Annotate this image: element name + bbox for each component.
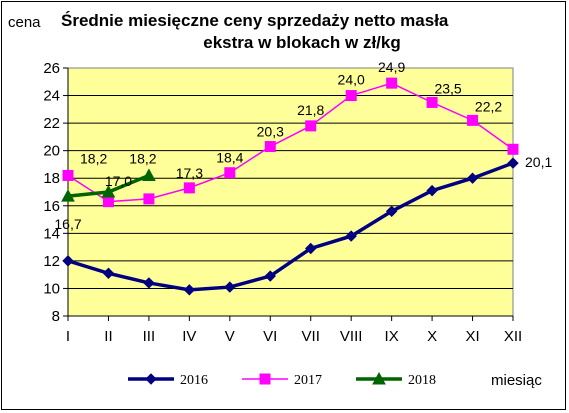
x-tick-label: VIII: [340, 328, 363, 345]
data-label: 18,2: [129, 150, 156, 166]
chart-title-line2: ekstra w blokach w zł/kg: [203, 33, 400, 52]
data-point: [426, 96, 438, 108]
data-point: [507, 157, 519, 169]
data-point: [62, 169, 74, 181]
data-point: [62, 255, 74, 267]
data-point: [345, 230, 357, 242]
plot-area: [67, 67, 514, 317]
legend-label-2017: 2017: [294, 373, 322, 388]
y-tick-label: 22: [43, 115, 60, 132]
data-point: [224, 167, 236, 179]
data-point: [102, 196, 114, 208]
x-tick-label: X: [427, 328, 437, 345]
x-tick-label: V: [225, 328, 235, 345]
data-point: [183, 182, 195, 194]
y-tick-label: 16: [43, 198, 60, 215]
data-point: [466, 172, 479, 184]
x-tick-label: I: [66, 328, 70, 345]
data-label: 20,1: [525, 154, 552, 170]
data-label: 20,3: [257, 124, 284, 140]
x-tick-label: XI: [465, 328, 479, 345]
series-line-2017: [67, 82, 514, 203]
data-label: 24,9: [378, 59, 405, 75]
x-tick-label: XII: [504, 328, 522, 345]
data-point: [145, 373, 157, 385]
data-label: 22,2: [475, 98, 502, 114]
data-point: [259, 373, 271, 385]
data-point: [467, 114, 479, 126]
y-axis-label: cena: [8, 14, 41, 31]
data-label: 17,3: [176, 165, 203, 181]
data-label: 18,2: [80, 150, 107, 166]
x-axis-label: miesiąc: [491, 372, 542, 389]
data-point: [224, 281, 236, 293]
chart-title-line1: Średnie miesięczne ceny sprzedaży netto …: [61, 11, 449, 30]
y-tick-label: 8: [52, 308, 60, 325]
data-point: [305, 242, 317, 255]
data-point: [386, 77, 398, 89]
y-tick-label: 14: [43, 225, 60, 242]
data-point: [264, 270, 276, 282]
y-tick-label: 20: [43, 143, 60, 160]
data-point: [101, 184, 116, 198]
data-label: 16,7: [54, 216, 81, 232]
x-tick-label: III: [143, 328, 156, 345]
x-tick-label: VII: [302, 328, 320, 345]
y-tick-label: 26: [43, 60, 60, 77]
x-tick-label: VI: [263, 328, 277, 345]
data-point: [426, 184, 438, 197]
data-label: 17,0: [105, 173, 132, 189]
data-point: [143, 193, 155, 205]
data-label: 18,4: [216, 150, 243, 166]
y-tick-label: 10: [43, 280, 60, 297]
y-tick-label: 18: [43, 170, 60, 187]
y-tick-label: 24: [43, 88, 60, 105]
data-point: [61, 189, 75, 202]
data-point: [345, 90, 357, 102]
data-point: [507, 143, 519, 155]
legend-label-2018: 2018: [408, 373, 436, 388]
data-label: 21,8: [297, 102, 324, 118]
data-label: 24,0: [338, 72, 365, 88]
data-labels: 20,1 18,2 17,3 18,4 20,3 21,8 24,0 24,9 23,5 22,2…: [54, 59, 552, 232]
data-point: [183, 284, 196, 296]
data-point: [264, 141, 276, 153]
data-point: [385, 205, 398, 217]
x-tick-label: IX: [385, 328, 399, 345]
y-tick-label: 12: [43, 253, 60, 270]
series-markers: [61, 77, 519, 296]
data-point: [372, 371, 386, 385]
legend: 2016 2017 2018: [128, 371, 436, 388]
data-point: [142, 168, 156, 181]
data-point: [143, 277, 155, 289]
legend-label-2016: 2016: [180, 373, 208, 388]
data-label: 23,5: [434, 80, 461, 96]
x-tick-label: II: [104, 328, 112, 345]
x-tick-label: IV: [182, 328, 196, 345]
data-point: [305, 120, 317, 132]
series-line-2016: [67, 161, 514, 292]
data-point: [102, 267, 115, 279]
